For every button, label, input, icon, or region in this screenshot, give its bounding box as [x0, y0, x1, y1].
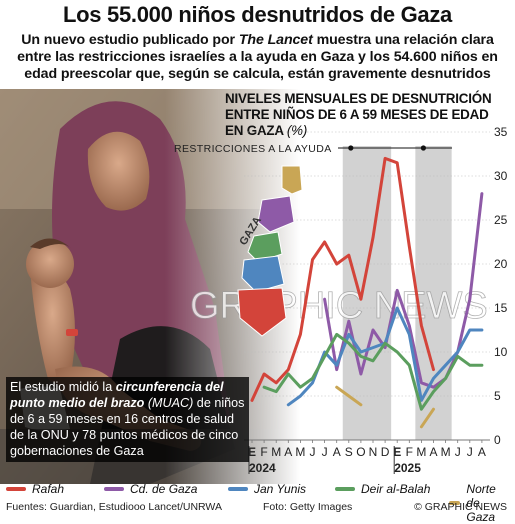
- legend-label: Cd. de Gaza: [130, 482, 197, 496]
- x-tick-label: F: [260, 445, 267, 459]
- map-region-north: [282, 166, 302, 194]
- year-label: 2024: [249, 461, 276, 475]
- legend-swatch: [104, 487, 124, 491]
- annotation-text: RESTRICCIONES A LA AYUDA: [174, 143, 332, 155]
- x-tick-label: J: [322, 445, 328, 459]
- y-tick-label: 35: [494, 125, 508, 139]
- map-region-gaza-city: [258, 196, 294, 232]
- x-tick-label: J: [455, 445, 461, 459]
- x-tick-label: M: [441, 445, 451, 459]
- x-tick-label: M: [416, 445, 426, 459]
- legend-item: Rafah: [6, 482, 64, 496]
- legend-swatch: [6, 487, 26, 491]
- legend-swatch: [335, 487, 355, 491]
- x-tick-label: S: [345, 445, 353, 459]
- footer: Fuentes: Guardian, Estudiooo Lancet/UNRW…: [6, 501, 511, 515]
- watermark-text: GRAPHIC NEWS: [190, 285, 488, 327]
- x-tick-label: J: [467, 445, 473, 459]
- y-tick-label: 0: [494, 433, 501, 447]
- restriction-annotation: RESTRICCIONES A LA AYUDA: [174, 143, 452, 155]
- legend-label: Deir al-Balah: [361, 482, 430, 496]
- x-tick-label: D: [381, 445, 390, 459]
- legend-label: Rafah: [32, 482, 64, 496]
- sources: Fuentes: Guardian, Estudiooo Lancet/UNRW…: [6, 501, 222, 513]
- year-label: 2025: [394, 461, 421, 475]
- x-tick-label: A: [478, 445, 486, 459]
- y-axis: 0 5 10 15 20 25 30 35: [494, 125, 508, 447]
- watermark-layer: GRAPHIC NEWS: [190, 285, 488, 327]
- x-tick-label: M: [295, 445, 305, 459]
- y-tick-label: 25: [494, 213, 508, 227]
- y-tick-label: 20: [494, 257, 508, 271]
- legend-item: Jan Yunis: [228, 482, 306, 496]
- y-tick-label: 10: [494, 345, 508, 359]
- brand-credit: © GRAPHIC NEWS: [414, 501, 507, 513]
- legend-label: Jan Yunis: [254, 482, 306, 496]
- y-tick-label: 30: [494, 169, 508, 183]
- legend-swatch: [228, 487, 248, 491]
- x-tick-label: A: [429, 445, 437, 459]
- study-caption: El estudio midió la circunferencia del p…: [6, 377, 249, 462]
- map-region-rafah: [238, 288, 286, 336]
- caption-part-1: El estudio midió la: [10, 380, 116, 394]
- photo-credit: Foto: Getty Images: [263, 501, 352, 513]
- x-tick-label: A: [333, 445, 341, 459]
- legend-item: Cd. de Gaza: [104, 482, 197, 496]
- y-tick-label: 5: [494, 389, 501, 403]
- x-tick-label: N: [369, 445, 378, 459]
- annotation-marker: [421, 145, 426, 150]
- y-tick-label: 15: [494, 301, 508, 315]
- x-tick-label: J: [310, 445, 316, 459]
- annotation-marker: [348, 145, 353, 150]
- x-tick-label: O: [356, 445, 365, 459]
- caption-abbr: (MUAC): [148, 396, 193, 410]
- x-tick-label: A: [284, 445, 292, 459]
- x-tick-label: M: [271, 445, 281, 459]
- x-tick-label: F: [406, 445, 413, 459]
- legend-item: Deir al-Balah: [335, 482, 430, 496]
